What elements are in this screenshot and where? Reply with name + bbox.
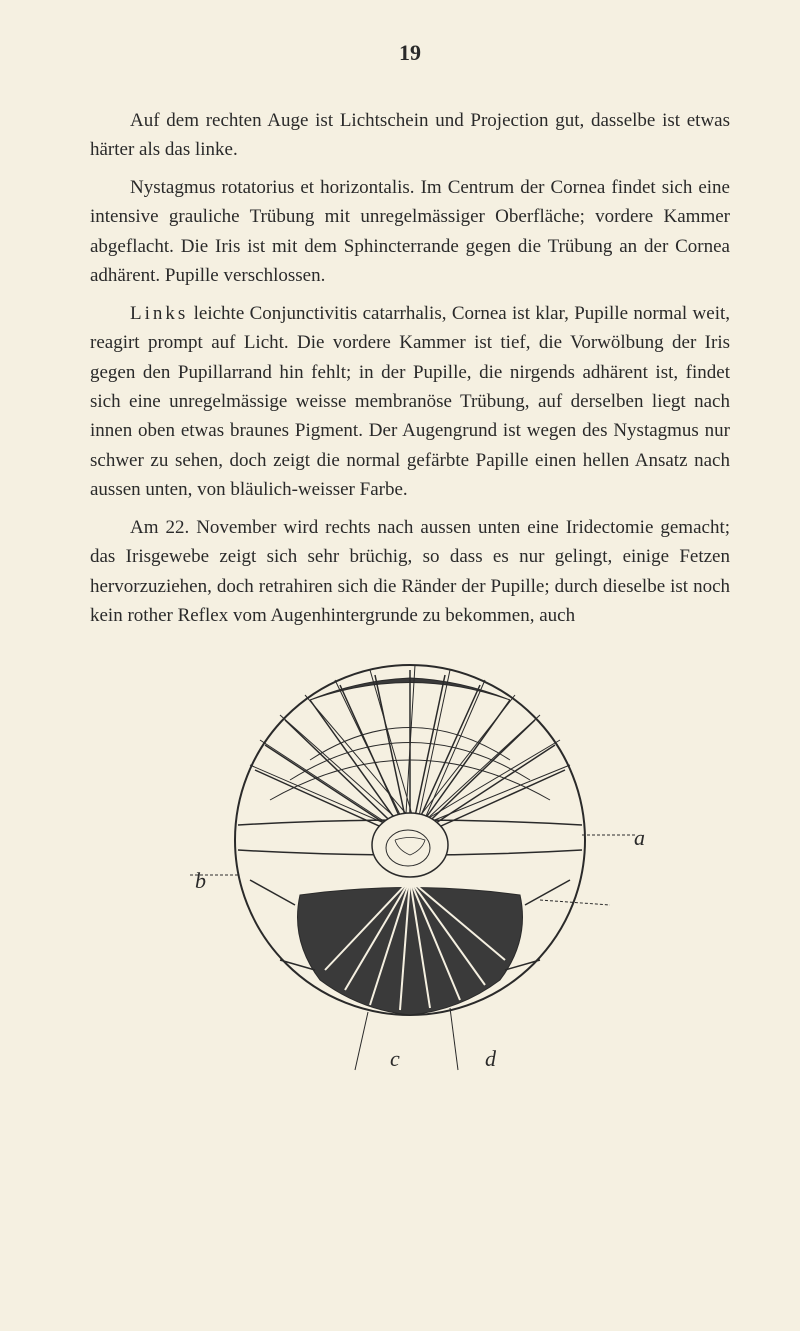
figure-label-b: b — [195, 868, 206, 894]
paragraph-3: Links leichte Conjunctivitis catarrhalis… — [90, 299, 730, 505]
paragraph-1: Auf dem rechten Auge ist Lichtschein und… — [90, 106, 730, 165]
anatomical-figure: a b c d — [90, 650, 730, 1090]
paragraph-3-rest: leichte Conjunctivitis catarrhalis, Corn… — [90, 303, 730, 501]
figure-label-d: d — [485, 1046, 496, 1072]
eye-illustration — [160, 650, 660, 1090]
paragraph-3-start: Links — [130, 303, 188, 324]
paragraph-4: Am 22. November wird rechts nach aussen … — [90, 513, 730, 631]
paragraph-2: Nystagmus rotatorius et horizontalis. Im… — [90, 173, 730, 291]
figure-label-c: c — [390, 1046, 400, 1072]
page-number: 19 — [90, 40, 730, 66]
figure-label-a: a — [634, 825, 645, 851]
